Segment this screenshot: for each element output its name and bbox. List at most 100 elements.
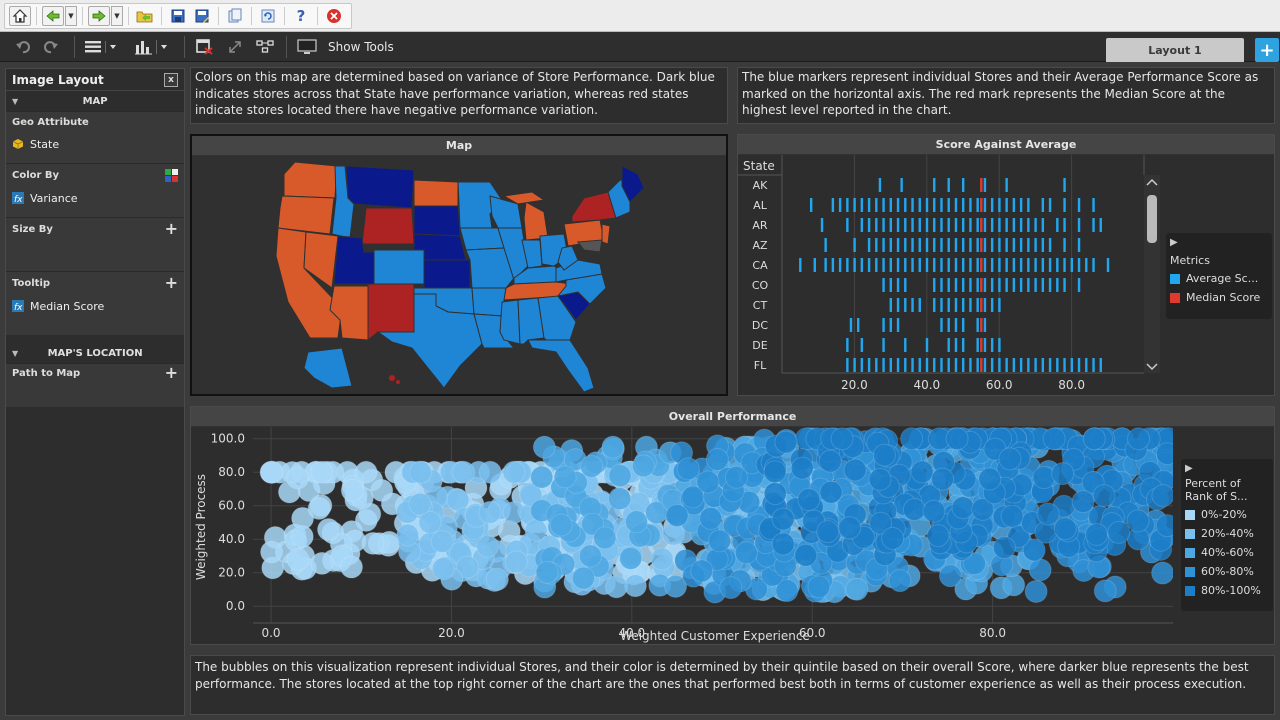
store-bubble[interactable] [631, 454, 655, 478]
average-score-marker[interactable] [1092, 358, 1095, 372]
average-score-marker[interactable] [962, 358, 965, 372]
average-score-marker[interactable] [904, 278, 907, 292]
average-score-marker[interactable] [940, 218, 943, 232]
store-bubble[interactable] [771, 507, 795, 531]
average-score-marker[interactable] [1034, 258, 1037, 272]
store-bubble[interactable] [593, 526, 617, 550]
store-bubble[interactable] [1126, 509, 1150, 533]
average-score-marker[interactable] [904, 258, 907, 272]
store-bubble[interactable] [763, 482, 787, 506]
store-bubble[interactable] [992, 536, 1016, 560]
store-bubble[interactable] [408, 492, 432, 516]
median-score-marker[interactable] [980, 198, 983, 212]
average-score-marker[interactable] [1041, 238, 1045, 252]
store-bubble[interactable] [775, 579, 799, 603]
store-bubble[interactable] [530, 465, 554, 489]
store-bubble[interactable] [370, 478, 394, 502]
average-score-marker[interactable] [1077, 218, 1081, 232]
store-bubble[interactable] [838, 516, 862, 540]
average-score-marker[interactable] [1005, 238, 1008, 252]
store-bubble[interactable] [619, 546, 643, 570]
average-score-marker[interactable] [925, 218, 929, 232]
average-score-marker[interactable] [882, 218, 885, 232]
average-score-marker[interactable] [860, 218, 864, 232]
store-bubble[interactable] [763, 460, 787, 484]
average-score-marker[interactable] [1070, 258, 1073, 272]
average-score-marker[interactable] [1034, 358, 1037, 372]
store-bubble[interactable] [1000, 504, 1024, 528]
average-score-marker[interactable] [1106, 258, 1110, 272]
average-score-marker[interactable] [933, 178, 936, 192]
average-score-marker[interactable] [1077, 258, 1081, 272]
average-score-marker[interactable] [1027, 238, 1030, 252]
average-score-marker[interactable] [933, 258, 936, 272]
store-bubble[interactable] [868, 467, 892, 491]
average-score-marker[interactable] [831, 258, 835, 272]
average-score-marker[interactable] [962, 338, 965, 352]
average-score-marker[interactable] [1012, 258, 1016, 272]
legend-item[interactable]: 80%-100% [1185, 581, 1269, 600]
store-bubble[interactable] [830, 427, 854, 451]
average-score-marker[interactable] [969, 238, 972, 252]
average-score-marker[interactable] [799, 258, 802, 272]
median-score-marker[interactable] [980, 298, 983, 312]
legend-item[interactable]: 20%-40% [1185, 524, 1269, 543]
average-score-marker[interactable] [990, 218, 994, 232]
store-bubble[interactable] [340, 555, 364, 579]
average-score-marker[interactable] [846, 358, 849, 372]
store-bubble[interactable] [340, 478, 364, 502]
average-score-marker[interactable] [896, 358, 900, 372]
average-score-marker[interactable] [860, 258, 864, 272]
add-tab-button[interactable]: + [1255, 38, 1279, 62]
average-score-marker[interactable] [882, 358, 885, 372]
average-score-marker[interactable] [990, 198, 994, 212]
average-score-marker[interactable] [940, 298, 943, 312]
store-bubble[interactable] [690, 559, 714, 583]
average-score-marker[interactable] [882, 318, 885, 332]
average-score-marker[interactable] [969, 358, 972, 372]
store-bubble[interactable] [601, 435, 625, 459]
help-icon[interactable]: ? [296, 7, 306, 25]
store-bubble[interactable] [1092, 484, 1116, 508]
average-score-marker[interactable] [954, 198, 958, 212]
average-score-marker[interactable] [947, 238, 950, 252]
store-bubble[interactable] [1127, 427, 1151, 451]
legend-item[interactable]: 60%-80% [1185, 562, 1269, 581]
average-score-marker[interactable] [947, 298, 950, 312]
store-bubble[interactable] [681, 485, 705, 509]
store-bubble[interactable] [978, 467, 1002, 491]
average-score-marker[interactable] [1041, 358, 1045, 372]
store-bubble[interactable] [951, 496, 975, 520]
us-map[interactable] [192, 156, 726, 394]
store-bubble[interactable] [790, 456, 814, 480]
average-score-marker[interactable] [838, 258, 842, 272]
average-score-marker[interactable] [990, 238, 994, 252]
average-score-marker[interactable] [962, 198, 965, 212]
average-score-marker[interactable] [1048, 358, 1052, 372]
average-score-marker[interactable] [896, 218, 900, 232]
average-score-marker[interactable] [882, 198, 885, 212]
average-score-marker[interactable] [882, 258, 885, 272]
average-score-marker[interactable] [925, 198, 929, 212]
average-score-marker[interactable] [889, 258, 892, 272]
store-bubble[interactable] [922, 499, 946, 523]
average-score-marker[interactable] [1056, 358, 1059, 372]
store-bubble[interactable] [1036, 502, 1060, 526]
average-score-marker[interactable] [1063, 218, 1066, 232]
store-bubble[interactable] [310, 460, 334, 484]
average-score-marker[interactable] [1019, 258, 1023, 272]
average-score-marker[interactable] [925, 258, 929, 272]
redo-icon[interactable] [40, 37, 62, 57]
store-bubble[interactable] [888, 569, 912, 593]
store-bubble[interactable] [1032, 466, 1056, 490]
store-bubble[interactable] [535, 560, 559, 584]
average-score-marker[interactable] [990, 278, 994, 292]
store-bubble[interactable] [771, 532, 795, 556]
store-bubble[interactable] [881, 526, 905, 550]
store-bubble[interactable] [1093, 579, 1117, 603]
average-score-marker[interactable] [1041, 278, 1045, 292]
average-score-marker[interactable] [1019, 218, 1023, 232]
average-score-marker[interactable] [911, 198, 914, 212]
average-score-marker[interactable] [1005, 198, 1008, 212]
scroll-up-icon[interactable] [1146, 178, 1158, 186]
